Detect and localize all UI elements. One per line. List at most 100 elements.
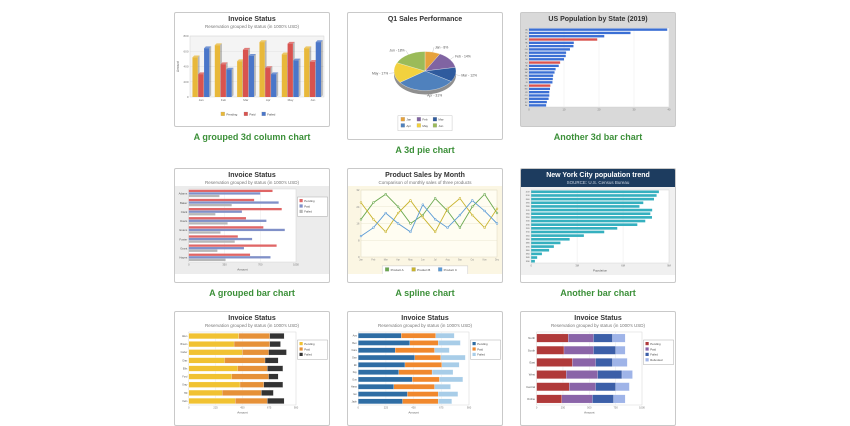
svg-text:South: South xyxy=(528,349,536,353)
svg-text:Paid: Paid xyxy=(477,348,483,352)
svg-text:Hana: Hana xyxy=(351,386,357,389)
chart-caption[interactable]: A grouped 3d column chart xyxy=(194,132,311,142)
chart-header: Invoice Status Reservation grouped by st… xyxy=(175,13,329,30)
svg-text:Product B: Product B xyxy=(417,268,430,272)
chart-header: Q1 Sales Performance xyxy=(348,13,502,25)
svg-text:Amount: Amount xyxy=(584,411,595,415)
svg-text:Diaz: Diaz xyxy=(183,360,189,363)
svg-text:Apr: Apr xyxy=(396,259,400,262)
svg-text:May: May xyxy=(288,99,294,103)
chart-caption[interactable]: Another 3d bar chart xyxy=(554,132,643,142)
svg-text:250: 250 xyxy=(561,406,566,410)
svg-text:Failed: Failed xyxy=(304,210,312,214)
svg-text:750: 750 xyxy=(613,406,618,410)
svg-text:1870: 1870 xyxy=(526,247,530,249)
chart-card-3d-pie: Q1 Sales Performance Jan - 8% Feb - 14% Ma… xyxy=(347,12,503,155)
svg-text:1050: 1050 xyxy=(293,263,299,267)
svg-text:Pending: Pending xyxy=(226,113,237,117)
chart-card-stacked-bar-1: Invoice Status Reservation grouped by st… xyxy=(174,311,330,426)
svg-text:Jan - 8%: Jan - 8% xyxy=(435,45,448,49)
svg-text:Product C: Product C xyxy=(444,268,458,272)
svg-text:225: 225 xyxy=(213,406,218,410)
svg-text:200: 200 xyxy=(183,80,188,84)
chart-3d-pie: Q1 Sales Performance Jan - 8% Feb - 14% Ma… xyxy=(347,12,503,140)
svg-text:Hayes: Hayes xyxy=(179,256,188,260)
chart-header: US Population by State (2019) xyxy=(521,13,675,25)
svg-text:Sep: Sep xyxy=(458,260,463,262)
svg-text:Paid: Paid xyxy=(304,205,310,209)
chart-title: Q1 Sales Performance xyxy=(350,16,500,24)
svg-text:Amount: Amount xyxy=(237,411,248,415)
svg-text:450: 450 xyxy=(411,406,416,410)
svg-text:Online: Online xyxy=(527,397,536,401)
chart-population-bar: New York City population trend SOURCE: U… xyxy=(520,168,676,283)
chart-subtitle: Reservation grouped by status (in 1000's… xyxy=(350,323,500,328)
svg-text:800: 800 xyxy=(183,35,188,39)
svg-text:NJ: NJ xyxy=(525,62,527,64)
svg-text:Eli: Eli xyxy=(354,364,357,367)
svg-text:900: 900 xyxy=(294,406,299,410)
svg-text:2000: 2000 xyxy=(526,199,530,201)
chart-header: Product Sales by Month Comparison of mon… xyxy=(348,169,502,186)
svg-text:Amount: Amount xyxy=(408,411,419,415)
chart-title: Invoice Status xyxy=(177,16,327,24)
svg-text:West: West xyxy=(529,373,536,377)
svg-text:1830: 1830 xyxy=(526,261,530,263)
svg-text:Davis: Davis xyxy=(180,219,188,223)
svg-text:Mar: Mar xyxy=(438,118,443,122)
svg-text:North: North xyxy=(528,337,535,341)
svg-text:Feb - 14%: Feb - 14% xyxy=(455,55,471,59)
svg-text:1880: 1880 xyxy=(526,243,530,245)
svg-text:Refunded: Refunded xyxy=(650,359,663,363)
svg-text:Carter: Carter xyxy=(181,352,188,355)
chart-caption[interactable]: A 3d pie chart xyxy=(395,145,454,155)
chart-gallery-grid: Invoice Status Reservation grouped by st… xyxy=(174,0,676,426)
chart-header: New York City population trend SOURCE: U… xyxy=(521,169,675,187)
chart-stacked-bar-1: Invoice Status Reservation grouped by st… xyxy=(174,311,330,426)
svg-text:1890: 1890 xyxy=(526,239,530,241)
svg-text:Apr: Apr xyxy=(406,124,411,128)
svg-text:6M: 6M xyxy=(621,264,625,268)
svg-text:1970: 1970 xyxy=(526,210,530,212)
chart-header: Invoice Status Reservation grouped by st… xyxy=(348,312,502,329)
chart-caption[interactable]: A spline chart xyxy=(395,288,454,298)
svg-text:1910: 1910 xyxy=(526,232,530,234)
svg-text:Pending: Pending xyxy=(477,342,488,346)
svg-text:Mar: Mar xyxy=(243,99,248,103)
svg-text:350: 350 xyxy=(222,263,227,267)
svg-text:3M: 3M xyxy=(575,264,579,268)
chart-subtitle: Reservation grouped by status (in 1000's… xyxy=(523,323,673,328)
svg-text:Jul: Jul xyxy=(434,260,437,262)
chart-subtitle: Comparison of monthly sales of three pro… xyxy=(350,180,500,185)
svg-text:Ford: Ford xyxy=(182,376,188,379)
svg-text:400: 400 xyxy=(183,65,188,69)
chart-header: Invoice Status Reservation grouped by st… xyxy=(175,169,329,186)
svg-text:Jun: Jun xyxy=(310,99,315,103)
svg-text:Failed: Failed xyxy=(304,353,312,357)
chart-subtitle: Reservation grouped by status (in 1000's… xyxy=(177,323,327,328)
svg-text:1960: 1960 xyxy=(526,214,530,216)
svg-text:1000: 1000 xyxy=(639,406,645,410)
svg-text:1980: 1980 xyxy=(526,207,530,209)
chart-caption[interactable]: A grouped bar chart xyxy=(209,288,295,298)
svg-text:Irwin: Irwin xyxy=(182,400,188,403)
svg-text:Apr - 31%: Apr - 31% xyxy=(427,94,442,98)
chart-title: US Population by State (2019) xyxy=(523,16,673,24)
svg-text:Feb: Feb xyxy=(371,260,376,262)
chart-grouped-3d-column: Invoice Status Reservation grouped by st… xyxy=(174,12,330,127)
chart-caption[interactable]: Another bar chart xyxy=(560,288,636,298)
svg-text:AL: AL xyxy=(525,104,527,107)
svg-text:Feb: Feb xyxy=(422,118,428,122)
svg-text:1930: 1930 xyxy=(526,225,530,227)
svg-text:Pending: Pending xyxy=(304,342,315,346)
svg-text:16: 16 xyxy=(356,222,360,226)
svg-text:Adams: Adams xyxy=(179,192,188,196)
chart-card-population-bar: New York City population trend SOURCE: U… xyxy=(520,168,676,298)
svg-text:Amount: Amount xyxy=(237,268,248,272)
